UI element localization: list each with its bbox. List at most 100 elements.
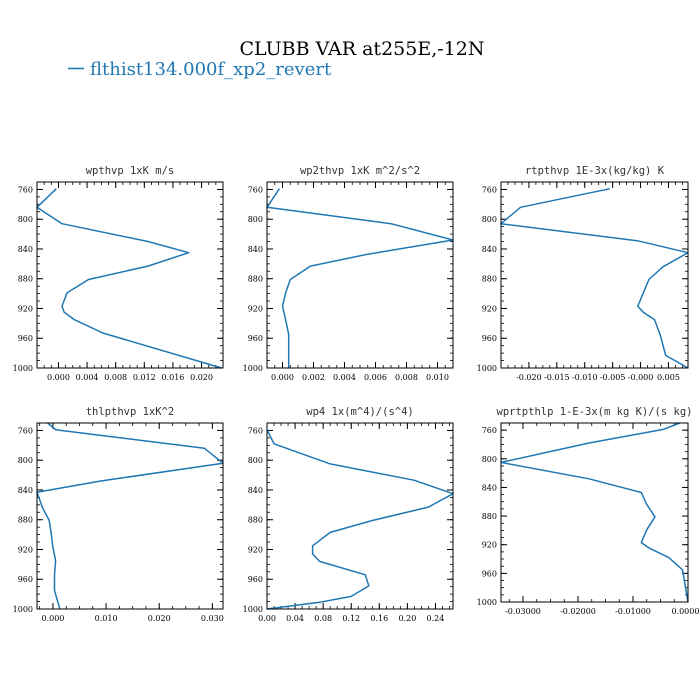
- x-tick-label: -0.010: [572, 373, 598, 382]
- x-tick-label: 0.008: [395, 373, 418, 382]
- y-tick-label: 960: [248, 334, 263, 343]
- y-tick-label: 760: [482, 185, 497, 194]
- y-tick-label: 760: [248, 426, 263, 435]
- y-tick-label: 960: [18, 334, 33, 343]
- x-tick-label: 0.010: [426, 373, 449, 382]
- x-tick-label: 0.24: [427, 614, 445, 623]
- x-tick-label: 0.002: [302, 373, 325, 382]
- y-tick-label: 760: [18, 185, 33, 194]
- y-tick-label: 1000: [477, 364, 497, 373]
- x-tick-label: 0.16: [370, 614, 388, 623]
- subplot-title: wp4 1x(m^4)/(s^4): [306, 406, 413, 418]
- plot-frame: [500, 422, 689, 603]
- y-tick-label: 760: [248, 185, 263, 194]
- y-tick-label: 800: [248, 456, 263, 465]
- x-tick-label: 0.010: [95, 614, 118, 623]
- subplot-6: wprtpthlp 1-E-3x(m kg K)/(s kg)760 800 840…: [477, 406, 700, 616]
- y-tick-label: 760: [18, 426, 33, 435]
- series-line: [36, 188, 222, 369]
- y-tick-label: 800: [482, 455, 497, 464]
- y-tick-label: 1000: [243, 364, 263, 373]
- x-tick-label: 0.008: [104, 373, 127, 382]
- subplot-5: wp4 1x(m^4)/(s^4)76080084088092096010000…: [243, 406, 454, 623]
- y-tick-label: 960: [18, 575, 33, 584]
- y-tick-label: 840: [482, 483, 497, 492]
- y-tick-label: 800: [248, 215, 263, 224]
- y-tick-label: 920: [482, 304, 497, 313]
- x-tick-label: 0.016: [161, 373, 184, 382]
- y-tick-label: 1000: [243, 605, 263, 614]
- x-tick-label: 0.04: [286, 614, 304, 623]
- y-tick-label: 920: [18, 545, 33, 554]
- y-tick-label: 880: [248, 516, 263, 525]
- y-tick-label: 920: [18, 304, 33, 313]
- x-tick-label: 0.006: [364, 373, 387, 382]
- subplot-grid: wpthvp 1xK m/s76080084088092096010000.00…: [13, 165, 700, 623]
- x-tick-label: 0.20: [398, 614, 416, 623]
- x-tick-label: 0.012: [133, 373, 156, 382]
- x-tick-label: 0.08: [314, 614, 332, 623]
- subplot-title: wprtpthlp 1-E-3x(m kg K)/(s kg): [497, 406, 693, 418]
- x-tick-label: 0.004: [76, 373, 99, 382]
- x-tick-label: 0.005: [657, 373, 680, 382]
- y-tick-label: 960: [248, 575, 263, 584]
- plot-frame: [500, 181, 689, 369]
- y-tick-label: 840: [18, 245, 33, 254]
- subplot-2: wp2thvp 1xK m^2/s^2 760 800 840 880 920 960 100…: [243, 165, 454, 382]
- y-tick-label: 880: [18, 275, 33, 284]
- y-tick-label: 1000: [13, 605, 33, 614]
- subplot-title: wp2thvp 1xK m^2/s^2: [300, 165, 420, 177]
- y-tick-label: 960: [482, 569, 497, 578]
- subplot-4: thlpthvp 1xK^2 760 800 840 880 920 960 1000 0.00…: [13, 406, 224, 623]
- x-tick-label: 0.00000: [671, 607, 700, 616]
- y-tick-label: 920: [248, 545, 263, 554]
- y-tick-label: 920: [482, 541, 497, 550]
- y-tick-label: 880: [248, 275, 263, 284]
- x-tick-label: -0.005: [600, 373, 626, 382]
- x-tick-label: 0.000: [271, 373, 294, 382]
- y-tick-label: 960: [482, 334, 497, 343]
- x-tick-label: -0.02000: [560, 607, 596, 616]
- x-tick-label: 0.12: [342, 614, 360, 623]
- y-tick-label: 1000: [477, 598, 497, 607]
- y-tick-label: 800: [482, 215, 497, 224]
- series-line: [36, 422, 224, 610]
- x-tick-label: -0.01000: [615, 607, 651, 616]
- y-tick-label: 920: [248, 304, 263, 313]
- y-tick-label: 1000: [13, 364, 33, 373]
- y-tick-label: 800: [18, 456, 33, 465]
- subplot-title: wpthvp 1xK m/s: [86, 165, 175, 177]
- subplot-title: thlpthvp 1xK^2: [86, 406, 175, 418]
- series-line: [500, 422, 689, 603]
- x-tick-label: -0.020: [516, 373, 542, 382]
- x-tick-label: 0.020: [190, 373, 213, 382]
- y-tick-label: 880: [482, 275, 497, 284]
- plot-frame: [36, 422, 224, 610]
- plot-frame: [266, 422, 454, 610]
- x-tick-label: -0.03000: [505, 607, 541, 616]
- legend-label: flthist134.000f_xp2_revert: [90, 59, 332, 80]
- x-tick-label: 0.004: [333, 373, 356, 382]
- y-tick-label: 880: [18, 516, 33, 525]
- x-tick-label: 0.00: [258, 614, 276, 623]
- y-tick-label: 840: [18, 486, 33, 495]
- subplot-title: rtpthvp 1E-3x(kg/kg) K: [525, 165, 665, 177]
- x-tick-label: 0.020: [148, 614, 171, 623]
- x-tick-label: -0.015: [544, 373, 570, 382]
- subplot-3: rtpthvp 1E-3x(kg/kg) K 760 800 840 880 920 960…: [477, 165, 689, 382]
- y-tick-label: 880: [482, 512, 497, 521]
- x-tick-label: -0.000: [628, 373, 654, 382]
- x-tick-label: 0.000: [41, 614, 64, 623]
- series-line: [266, 429, 454, 610]
- x-tick-label: 0.030: [201, 614, 224, 623]
- y-tick-label: 840: [248, 486, 263, 495]
- y-tick-label: 840: [482, 245, 497, 254]
- y-tick-label: 800: [18, 215, 33, 224]
- subplot-1: wpthvp 1xK m/s 760 800 840 880 920 960 1000 0.00…: [13, 165, 224, 382]
- y-tick-label: 760: [482, 426, 497, 435]
- series-line: [266, 188, 454, 368]
- figure-title: CLUBB VAR at255E,-12N: [240, 38, 485, 60]
- x-tick-label: 0.000: [47, 373, 70, 382]
- y-tick-label: 840: [248, 245, 263, 254]
